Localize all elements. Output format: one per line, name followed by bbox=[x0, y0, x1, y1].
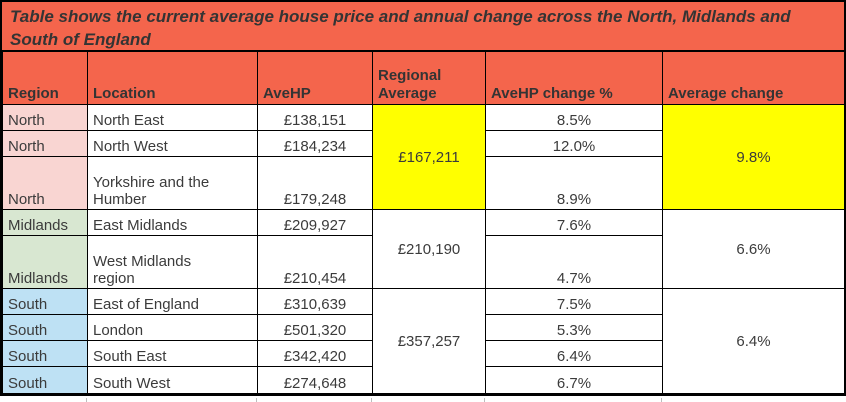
avehp-cell: £138,151 bbox=[257, 104, 373, 131]
regional-average-cell: £167,211 bbox=[372, 104, 486, 210]
avehp-change-cell: 4.7% bbox=[485, 235, 663, 289]
avehp-change-cell: 7.5% bbox=[485, 288, 663, 315]
region-cell: North bbox=[2, 130, 88, 157]
region-cell: North bbox=[2, 156, 88, 210]
region-cell: South bbox=[2, 314, 88, 341]
location-cell: North East bbox=[87, 104, 258, 131]
region-cell: South bbox=[2, 366, 88, 394]
avehp-cell: £310,639 bbox=[257, 288, 373, 315]
average-change-cell: 9.8% bbox=[662, 104, 845, 210]
average-change-cell: 6.6% bbox=[662, 209, 845, 289]
table-row: Midlands West Midlands region £210,454 4… bbox=[2, 235, 845, 289]
location-cell: London bbox=[87, 314, 258, 341]
avehp-cell: £342,420 bbox=[257, 340, 373, 367]
gridline-stub bbox=[256, 398, 257, 402]
avehp-cell: £179,248 bbox=[257, 156, 373, 210]
regional-average-cell: £210,190 bbox=[372, 209, 486, 289]
avehp-change-cell: 8.5% bbox=[485, 104, 663, 131]
table-row: South South East £342,420 6.4% bbox=[2, 340, 845, 367]
avehp-change-cell: 6.7% bbox=[485, 366, 663, 394]
table-title-text: Table shows the current average house pr… bbox=[10, 7, 791, 49]
avehp-cell: £184,234 bbox=[257, 130, 373, 157]
col-header-region: Region bbox=[2, 51, 88, 105]
gridline-stub bbox=[371, 398, 372, 402]
avehp-cell: £210,454 bbox=[257, 235, 373, 289]
col-header-average-change: Average change bbox=[662, 51, 845, 105]
avehp-cell: £209,927 bbox=[257, 209, 373, 236]
table-row: North North East £138,151 £167,211 8.5% … bbox=[2, 104, 845, 210]
table-row: Midlands East Midlands £209,927 £210,190… bbox=[2, 209, 845, 289]
gridline-stub bbox=[661, 398, 662, 402]
avehp-change-cell: 8.9% bbox=[485, 156, 663, 210]
table-row: North Yorkshire and the Humber £179,248 … bbox=[2, 156, 845, 210]
gridline-stub bbox=[484, 398, 485, 402]
avehp-change-cell: 7.6% bbox=[485, 209, 663, 236]
location-cell: Yorkshire and the Humber bbox=[87, 156, 258, 210]
location-cell: North West bbox=[87, 130, 258, 157]
avehp-change-cell: 5.3% bbox=[485, 314, 663, 341]
region-cell: Midlands bbox=[2, 209, 88, 236]
location-cell: East Midlands bbox=[87, 209, 258, 236]
gridline-strip bbox=[0, 396, 846, 402]
avehp-cell: £274,648 bbox=[257, 366, 373, 394]
region-cell: South bbox=[2, 340, 88, 367]
col-header-avehp-change: AveHP change % bbox=[485, 51, 663, 105]
regional-average-cell: £357,257 bbox=[372, 288, 486, 394]
location-cell: East of England bbox=[87, 288, 258, 315]
region-cell: South bbox=[2, 288, 88, 315]
header-row: Region Location AveHP Regional Average A… bbox=[2, 51, 845, 105]
col-header-avehp: AveHP bbox=[257, 51, 373, 105]
location-cell: South West bbox=[87, 366, 258, 394]
table-row: South East of England £310,639 £357,257 … bbox=[2, 288, 845, 394]
avehp-change-cell: 6.4% bbox=[485, 340, 663, 367]
avehp-change-cell: 12.0% bbox=[485, 130, 663, 157]
house-price-table: Region Location AveHP Regional Average A… bbox=[2, 51, 845, 394]
table-row: North North West £184,234 12.0% bbox=[2, 130, 845, 157]
table-row: South South West £274,648 6.7% bbox=[2, 366, 845, 394]
gridline-stub bbox=[86, 398, 87, 402]
col-header-regional-average: Regional Average bbox=[372, 51, 486, 105]
region-cell: Midlands bbox=[2, 235, 88, 289]
location-cell: South East bbox=[87, 340, 258, 367]
col-header-location: Location bbox=[87, 51, 258, 105]
table-title: Table shows the current average house pr… bbox=[2, 2, 844, 51]
region-cell: North bbox=[2, 104, 88, 131]
location-cell: West Midlands region bbox=[87, 235, 258, 289]
avehp-cell: £501,320 bbox=[257, 314, 373, 341]
average-change-cell: 6.4% bbox=[662, 288, 845, 394]
